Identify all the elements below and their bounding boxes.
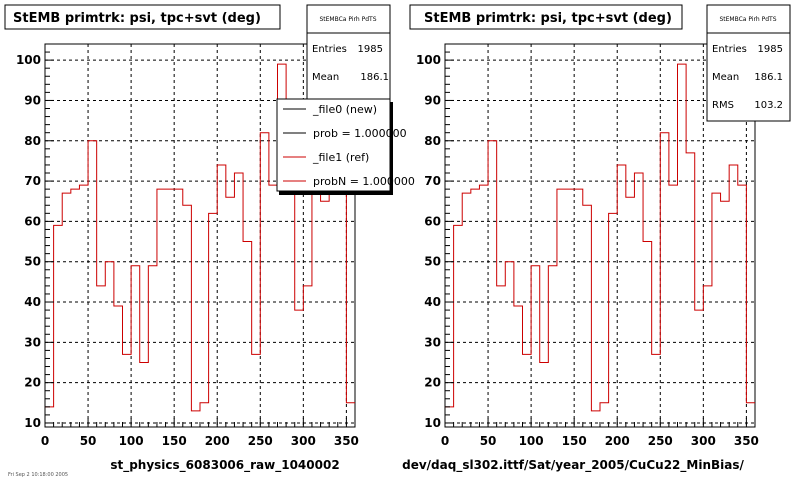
- left-histogram: [45, 63, 355, 412]
- right-x-tick-label-2: 100: [519, 434, 544, 448]
- left-stats-header: StEMBCa Pirh PdTS: [319, 16, 376, 23]
- right-y-tick-label-3: 40: [424, 295, 441, 309]
- right-y-tick-label-5: 60: [424, 214, 441, 228]
- right-x-tick-label-3: 150: [562, 434, 587, 448]
- left-stats-entries-label: Entries: [312, 44, 347, 55]
- left-y-tick-label-6: 70: [24, 174, 41, 188]
- left-stats-mean-label: Mean: [312, 72, 339, 83]
- right-y-tick-label-4: 50: [424, 255, 441, 269]
- right-stats-header: StEMBCa Pirh PdTS: [719, 16, 776, 23]
- left-y-tick-label-1: 20: [24, 376, 41, 390]
- right-y-tick-label-2: 30: [424, 335, 441, 349]
- right-title: StEMB primtrk: psi, tpc+svt (deg): [424, 11, 672, 26]
- legend-item-probn: probN = 1.000000: [313, 175, 415, 188]
- legend-item-new: _file0 (new): [312, 103, 377, 116]
- right-y-tick-label-8: 90: [424, 93, 441, 107]
- left-x-tick-label-5: 250: [248, 434, 273, 448]
- right-y-axis: 10 20 30 40 50 60 70 80 90 100: [416, 51, 454, 430]
- right-stats-rms-label: RMS: [712, 100, 734, 111]
- right-x-tick-label-4: 200: [605, 434, 630, 448]
- left-x-tick-label-6: 300: [291, 434, 316, 448]
- right-y-tick-label-6: 70: [424, 174, 441, 188]
- right-pad: StEMB primtrk: psi, tpc+svt (deg) 0 50 100…: [402, 4, 791, 473]
- right-stats-entries-label: Entries: [712, 44, 747, 55]
- left-x-tick-label-1: 50: [80, 434, 97, 448]
- right-y-tick-label-9: 100: [416, 53, 441, 67]
- left-y-tick-label-9: 100: [16, 53, 41, 67]
- right-title-box: StEMB primtrk: psi, tpc+svt (deg): [409, 4, 683, 30]
- left-y-tick-label-8: 90: [24, 93, 41, 107]
- right-y-tick-label-0: 10: [424, 416, 441, 430]
- left-y-tick-label-5: 60: [24, 214, 41, 228]
- left-stats-entries: 1985: [358, 44, 383, 55]
- left-x-axis-label: st_physics_6083006_raw_1040002: [110, 458, 339, 473]
- left-y-tick-label-4: 50: [24, 255, 41, 269]
- left-legend: _file0 (new) prob = 1.000000 _file1 (ref…: [276, 98, 415, 195]
- left-y-tick-label-7: 80: [24, 134, 41, 148]
- left-title: StEMB primtrk: psi, tpc+svt (deg): [13, 11, 261, 26]
- legend-item-ref: _file1 (ref): [312, 151, 369, 164]
- right-y-tick-label-1: 20: [424, 376, 441, 390]
- left-x-tick-label-0: 0: [41, 434, 49, 448]
- left-x-tick-label-2: 100: [119, 434, 144, 448]
- right-histogram: [445, 63, 755, 412]
- left-y-axis: 10 20 30 40 50 60 70 80 90 100: [16, 51, 54, 430]
- legend-item-prob: prob = 1.000000: [313, 127, 407, 140]
- right-x-tick-label-7: 350: [734, 434, 759, 448]
- right-x-tick-label-6: 300: [691, 434, 716, 448]
- footer-date: Fri Sep 2 10:18:00 2005: [8, 472, 68, 478]
- right-stats-mean: 186.1: [754, 72, 783, 83]
- right-x-axis: 0 50 100 150 200 250 300 350: [441, 418, 759, 448]
- left-y-tick-label-3: 40: [24, 295, 41, 309]
- left-stats-mean: 186.1: [360, 72, 389, 83]
- left-x-tick-label-7: 350: [334, 434, 359, 448]
- right-stats-entries: 1985: [758, 44, 783, 55]
- left-series-0: [45, 63, 355, 412]
- left-x-axis: 0 50 100 150 200 250 300 350: [41, 418, 359, 448]
- right-stats-mean-label: Mean: [712, 72, 739, 83]
- left-x-tick-label-3: 150: [162, 434, 187, 448]
- left-x-tick-label-4: 200: [205, 434, 230, 448]
- left-y-tick-label-0: 10: [24, 416, 41, 430]
- right-x-tick-label-5: 250: [648, 434, 673, 448]
- left-y-tick-label-2: 30: [24, 335, 41, 349]
- right-y-tick-label-7: 80: [424, 134, 441, 148]
- right-x-axis-label: dev/daq_sl302.ittf/Sat/year_2005/CuCu22_…: [402, 458, 744, 473]
- right-series-0: [445, 63, 755, 412]
- right-x-tick-label-0: 0: [441, 434, 449, 448]
- right-x-tick-label-1: 50: [480, 434, 497, 448]
- right-stats-box: StEMBCa Pirh PdTS Entries 1985 Mean 186.…: [706, 4, 791, 122]
- right-stats-rms: 103.2: [754, 100, 783, 111]
- left-stats-box: StEMBCa Pirh PdTS Entries 1985 Mean 186.…: [306, 4, 391, 100]
- left-pad: StEMB primtrk: psi, tpc+svt (deg) 0 50 100…: [4, 4, 415, 478]
- left-title-box: StEMB primtrk: psi, tpc+svt (deg): [4, 4, 281, 30]
